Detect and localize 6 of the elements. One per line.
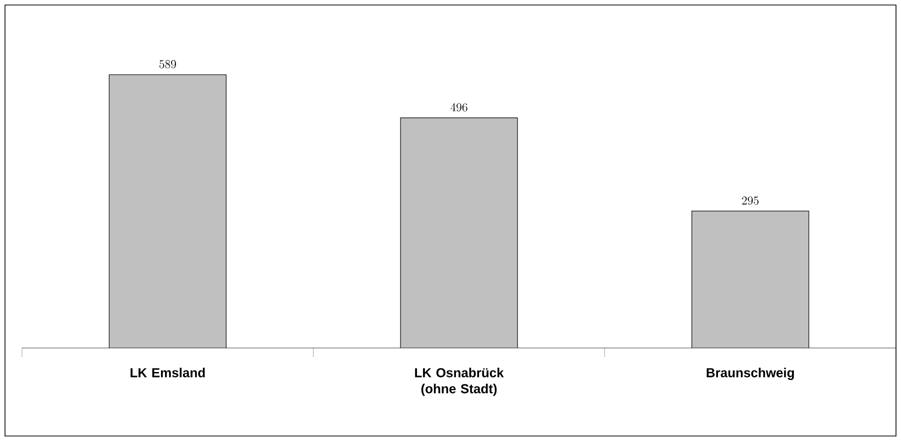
data-label: 295 bbox=[742, 196, 759, 205]
data-label: 496 bbox=[450, 103, 468, 112]
data-label: 589 bbox=[159, 60, 176, 68]
x-tick-label: LK Emsland bbox=[130, 368, 205, 378]
x-tick-label: LK Osnabrück (ohne Stadt) bbox=[415, 368, 504, 396]
x-tick-label: Braunschweig bbox=[706, 368, 794, 380]
